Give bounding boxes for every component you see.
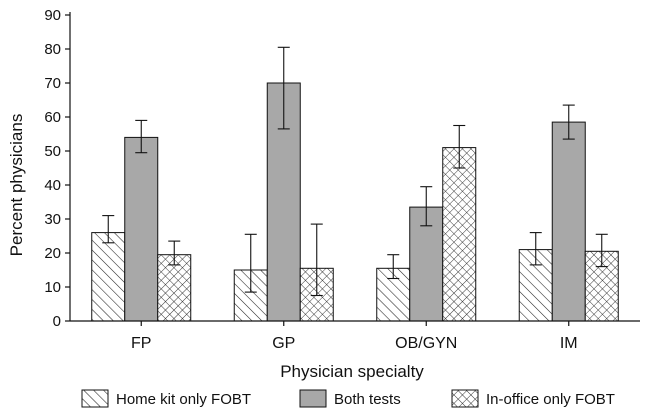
y-tick-label: 70 <box>44 75 61 92</box>
y-tick-label: 40 <box>44 177 61 194</box>
x-tick-label: IM <box>560 335 578 352</box>
bar-in-office-only-fobt-ob-gyn <box>442 147 477 322</box>
legend-swatch-home-kit-only-fobt <box>81 389 109 408</box>
y-axis: 0 10 20 30 40 50 60 70 80 90 <box>44 7 71 330</box>
x-axis-label: Physician specialty <box>280 362 424 381</box>
legend-swatch-in-office-only-fobt <box>451 389 479 408</box>
bar-both-tests-fp <box>124 136 159 322</box>
x-tick-label: GP <box>272 335 295 352</box>
y-tick-label: 0 <box>53 313 61 330</box>
y-tick-label: 90 <box>44 7 61 24</box>
x-tick-label: FP <box>131 335 151 352</box>
y-axis-label: Percent physicians <box>7 114 26 257</box>
y-tick-label: 50 <box>44 143 61 160</box>
y-tick-label: 30 <box>44 211 61 228</box>
plot-area <box>91 46 619 322</box>
y-tick-label: 20 <box>44 245 61 262</box>
legend-label-both-tests: Both tests <box>334 391 401 408</box>
y-tick-label: 10 <box>44 279 61 296</box>
x-tick-label: OB/GYN <box>395 335 457 352</box>
x-axis: FP GP OB/GYN IM <box>70 320 640 352</box>
legend-swatch-both-tests <box>299 389 327 408</box>
bar-both-tests-im <box>551 121 586 322</box>
y-tick-label: 80 <box>44 41 61 58</box>
bar-home-kit-only-fobt-fp <box>91 232 126 322</box>
legend: Home kit only FOBT Both tests In-office on… <box>81 389 615 408</box>
legend-label-in-office-only-fobt: In-office only FOBT <box>486 391 615 408</box>
y-tick-label: 60 <box>44 109 61 126</box>
legend-label-home-kit-only-fobt: Home kit only FOBT <box>116 391 251 408</box>
